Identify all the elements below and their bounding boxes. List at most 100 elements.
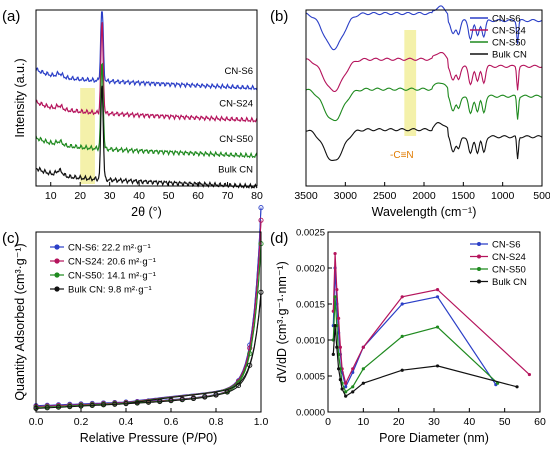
y-tick-label: 0.0020 [296, 264, 325, 275]
panel-c: CN-S6: 22.2 m²·g⁻¹ CN-S24: 20.6 m²·g⁻¹ CN-… [2, 205, 269, 445]
data-point [202, 394, 208, 400]
x-tick-label: 2000 [412, 190, 436, 202]
x-tick-label: 20 [74, 190, 86, 202]
data-point [333, 295, 337, 299]
x-tick-label: 1.0 [254, 416, 269, 428]
x-tick-label: 60 [192, 190, 204, 202]
x-axis-title: 2θ (°) [131, 205, 162, 219]
x-tick-label: 30 [104, 190, 116, 202]
data-point [331, 352, 335, 356]
series-label-bulk-cn: Bulk CN [218, 165, 253, 176]
x-tick-label: 40 [463, 416, 475, 428]
panel-label-d: (d) [270, 230, 288, 247]
line-cn-s6 [305, 5, 543, 51]
data-point [333, 252, 337, 256]
data-point [44, 405, 50, 411]
data-point [337, 316, 341, 320]
legend-label-cn-s6: CN-S6 [492, 240, 521, 251]
x-tick-label: 60 [534, 416, 546, 428]
data-point [344, 390, 348, 394]
legend-marker [54, 244, 60, 250]
y-tick-label: 0.0025 [296, 228, 325, 239]
data-point [338, 378, 342, 382]
data-point [89, 402, 95, 409]
data-point [351, 367, 355, 371]
data-point [338, 345, 342, 349]
desorption-line [128, 292, 262, 404]
data-point [435, 364, 440, 368]
series-label-cn-s6: CN-S6 [224, 66, 253, 77]
panel-label-b: (b) [270, 8, 288, 25]
legend-label: Bulk CN: 9.8 m²·g⁻¹ [68, 285, 152, 296]
data-point [247, 351, 253, 357]
data-point [247, 345, 253, 351]
adsorption-line [35, 207, 262, 407]
x-tick-label: 50 [499, 416, 511, 428]
desorption-line [128, 207, 262, 403]
x-tick-label: 0.8 [209, 416, 224, 428]
legend-label: CN-S6: 22.2 m²·g⁻¹ [68, 243, 151, 254]
line-cn-s6 [35, 11, 258, 91]
data-point [157, 399, 163, 405]
data-point [55, 404, 62, 410]
data-point [400, 334, 404, 338]
x-tick-label: 80 [251, 190, 263, 202]
y-axis-title: Intensity (a.u.) [13, 58, 27, 137]
x-tick-label: 20 [393, 416, 405, 428]
x-tick-label: 3000 [334, 190, 358, 202]
data-point [351, 385, 355, 389]
line-bulk-cn [305, 122, 543, 161]
data-point [344, 385, 348, 389]
highlight-band [404, 30, 417, 136]
line-cn-s50 [305, 82, 543, 122]
x-tick-label: 3500 [294, 190, 318, 202]
panel-label-a: (a) [2, 8, 20, 25]
data-point [258, 217, 264, 223]
legend-label-cn-s50: CN-S50 [492, 265, 526, 276]
x-tick-label: 500 [533, 190, 550, 202]
highlight-band [80, 88, 95, 184]
data-point [527, 372, 532, 377]
data-point [213, 392, 219, 398]
data-point [400, 368, 404, 372]
legend-label-cn-s24: CN-S24 [492, 26, 526, 37]
data-point [258, 205, 264, 211]
data-point [168, 398, 174, 404]
data-point [123, 401, 129, 407]
x-tick-label: 40 [133, 190, 145, 202]
data-point [247, 362, 253, 368]
data-point [344, 381, 348, 385]
data-point [335, 345, 339, 349]
x-tick-label: 0 [325, 416, 331, 428]
legend-label-bulk-cn: Bulk CN [492, 277, 527, 288]
x-tick-label: 70 [222, 190, 234, 202]
panel-a: CN-S6 CN-S24 CN-S50 Bulk CN 10 20 30 40 50 60 70 80… [2, 8, 263, 219]
x-tick-label: 0.2 [74, 416, 89, 428]
legend-label: CN-S24: 20.6 m²·g⁻¹ [68, 257, 156, 268]
data-point [400, 302, 404, 306]
data-point [435, 295, 440, 299]
line-cn-s24 [332, 253, 530, 385]
y-axis-title: Quantity Adsorbed (cm³·g⁻¹) [13, 243, 27, 400]
x-axis-title: Relative Pressure (P/P0) [80, 431, 218, 445]
annotation-cn: -C≡N [390, 150, 414, 161]
line-cn-s50 [35, 62, 258, 159]
line-cn-s24 [35, 22, 258, 123]
data-point [435, 288, 440, 292]
adsorption-line [35, 294, 262, 409]
x-axis-title: Wavelength (cm⁻¹) [372, 205, 477, 219]
y-tick-label: 0.0010 [296, 336, 325, 347]
x-axis-title: Pore Diameter (nm) [379, 431, 489, 445]
data-point [235, 380, 242, 386]
line-cn-s24 [305, 51, 543, 93]
data-point [67, 404, 73, 410]
legend-label-cn-s6: CN-S6 [492, 14, 521, 25]
x-tick-label: 30 [428, 416, 440, 428]
data-point [400, 295, 404, 299]
y-axis-title: dV/dD (cm³·g⁻¹·nm⁻¹) [275, 261, 289, 383]
data-point [112, 401, 118, 407]
line-cn-s50 [332, 296, 499, 393]
data-point [333, 324, 337, 328]
legend-marker [477, 279, 481, 284]
